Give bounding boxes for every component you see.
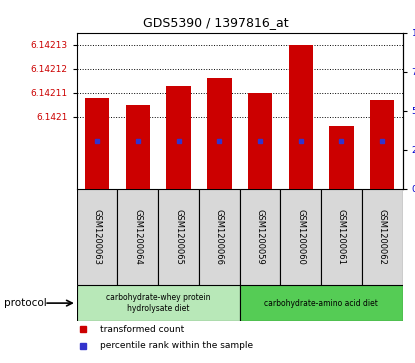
Bar bbox=[117, 189, 158, 285]
Bar bbox=[126, 105, 150, 189]
Bar bbox=[240, 189, 281, 285]
Bar bbox=[370, 100, 394, 189]
Bar bbox=[248, 93, 272, 189]
Bar bbox=[85, 98, 110, 189]
Text: carbohydrate-whey protein
hydrolysate diet: carbohydrate-whey protein hydrolysate di… bbox=[106, 293, 210, 313]
Text: protocol: protocol bbox=[4, 298, 47, 308]
Text: GSM1200063: GSM1200063 bbox=[93, 209, 102, 265]
Bar bbox=[166, 86, 191, 189]
Bar bbox=[199, 189, 240, 285]
Bar bbox=[288, 45, 313, 189]
Text: GDS5390 / 1397816_at: GDS5390 / 1397816_at bbox=[143, 16, 288, 29]
Text: transformed count: transformed count bbox=[100, 325, 184, 334]
Bar bbox=[207, 78, 232, 189]
Text: GSM1200065: GSM1200065 bbox=[174, 209, 183, 265]
Text: GSM1200061: GSM1200061 bbox=[337, 209, 346, 265]
Bar bbox=[281, 189, 321, 285]
Text: GSM1200059: GSM1200059 bbox=[256, 209, 264, 265]
Bar bbox=[77, 189, 117, 285]
Bar bbox=[321, 189, 362, 285]
Text: GSM1200060: GSM1200060 bbox=[296, 209, 305, 265]
Text: carbohydrate-amino acid diet: carbohydrate-amino acid diet bbox=[264, 299, 378, 307]
Bar bbox=[77, 285, 240, 321]
Bar bbox=[158, 189, 199, 285]
Bar bbox=[240, 285, 403, 321]
Bar bbox=[329, 126, 354, 189]
Text: GSM1200064: GSM1200064 bbox=[133, 209, 142, 265]
Text: GSM1200062: GSM1200062 bbox=[378, 209, 387, 265]
Text: GSM1200066: GSM1200066 bbox=[215, 209, 224, 265]
Text: percentile rank within the sample: percentile rank within the sample bbox=[100, 341, 253, 350]
Bar bbox=[362, 189, 403, 285]
